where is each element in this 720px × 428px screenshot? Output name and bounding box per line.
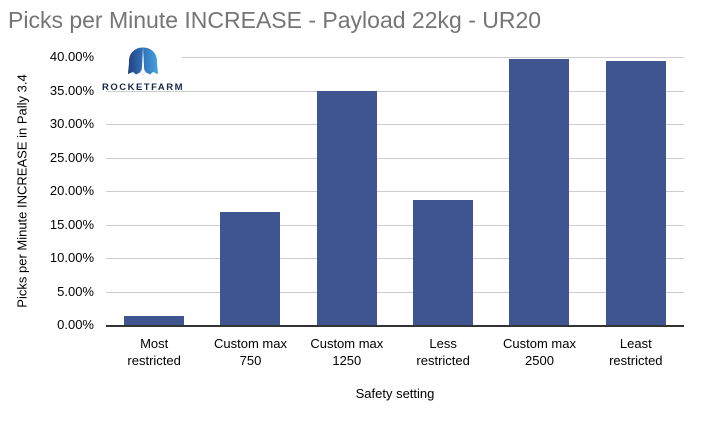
y-tick-label: 30.00% <box>49 116 94 131</box>
rocketfarm-logo-icon <box>126 47 160 81</box>
y-tick-label: 15.00% <box>49 216 94 232</box>
y-tick-label: 5.00% <box>57 283 94 299</box>
y-tick-label: 10.00% <box>49 250 94 265</box>
x-category-label-text: Custom max 2500 <box>502 336 576 368</box>
x-category-label-text: Less restricted <box>416 336 470 368</box>
bar-column <box>491 57 587 325</box>
bar[interactable] <box>220 211 281 325</box>
plot-area <box>106 57 684 327</box>
x-category-label: Custom max 1250 <box>299 335 395 369</box>
y-axis-tick-labels: 0.00% 5.00% 10.00% 15.00% 20.00% 25.00% 30.00%… <box>0 50 100 332</box>
gridline <box>106 157 684 159</box>
x-category-label: Less restricted <box>395 335 491 369</box>
bar[interactable] <box>605 61 666 325</box>
bar[interactable] <box>124 316 185 325</box>
y-tick-label: 0.00% <box>57 317 94 332</box>
x-category-label-text: Custom max 750 <box>214 336 287 368</box>
bar[interactable] <box>509 59 570 325</box>
gridline <box>106 224 684 226</box>
chart-title: Picks per Minute INCREASE - Payload 22kg… <box>8 7 542 33</box>
x-axis-category-labels: Most restricted Custom max 750 Custom max … <box>106 335 684 369</box>
x-category-label-text: Custom max 1250 <box>310 336 384 368</box>
y-tick-label: 20.00% <box>49 183 94 198</box>
rocketfarm-logo-text: ROCKETFARM <box>101 82 185 93</box>
x-axis-title: Safety setting <box>355 386 435 401</box>
y-tick-label: 25.00% <box>49 149 94 165</box>
x-category-label: Least restricted <box>588 335 684 369</box>
x-category-label: Most restricted <box>106 335 202 369</box>
x-category-label: Custom max 750 <box>202 335 298 369</box>
gridline <box>106 57 684 58</box>
bar-series <box>106 57 684 325</box>
bar-column <box>106 57 202 325</box>
gridline <box>106 291 684 293</box>
rocketfarm-logo: ROCKETFARM <box>101 47 185 93</box>
gridline <box>106 191 684 192</box>
bar-column <box>395 57 491 325</box>
bar[interactable] <box>413 200 474 325</box>
x-category-label-text: Most restricted <box>127 336 181 368</box>
x-category-label-text: Least restricted <box>609 336 663 368</box>
bar-column <box>588 57 684 325</box>
bar[interactable] <box>316 90 377 325</box>
y-tick-label: 40.00% <box>49 49 94 64</box>
bar-column <box>299 57 395 325</box>
y-tick-label: 35.00% <box>49 82 94 98</box>
gridline <box>106 124 684 125</box>
bar-column <box>202 57 298 325</box>
gridline <box>106 258 684 259</box>
x-category-label: Custom max 2500 <box>491 335 587 369</box>
gridline <box>106 90 684 92</box>
